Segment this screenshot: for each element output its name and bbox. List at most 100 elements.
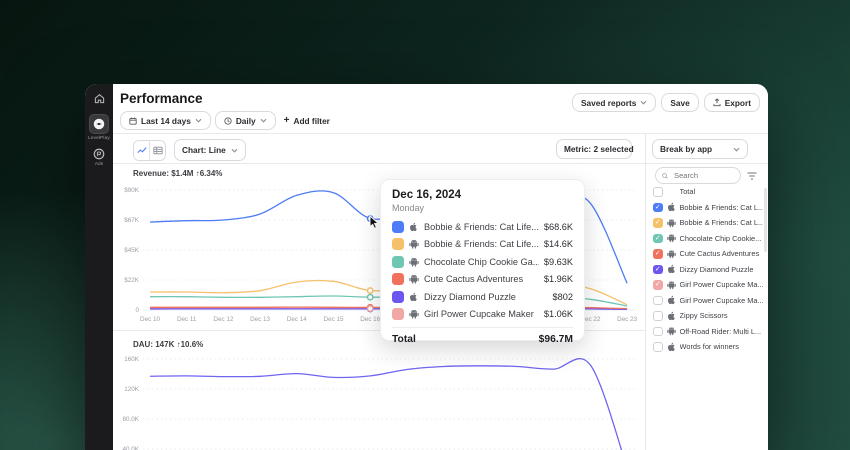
panel-divider [645, 133, 646, 450]
app-list-item[interactable]: ✓ Cute Cactus Adventures [653, 246, 763, 262]
app-list-item[interactable]: Words for winners [653, 339, 763, 355]
main-content: Performance Saved reports Save Export La… [113, 84, 768, 450]
app-checkbox[interactable]: ✓ [653, 234, 663, 244]
app-checkbox[interactable] [653, 311, 663, 321]
tooltip-row: Bobbie & Friends: Cat Life...$14.6K [392, 236, 573, 254]
app-label: Chocolate Chip Cookie... [680, 234, 762, 243]
series-color-swatch [392, 273, 404, 285]
app-window: LevelPlay Ads Performance Saved reports … [85, 84, 768, 450]
filter-icon[interactable] [747, 172, 757, 180]
tooltip-app-name: Bobbie & Friends: Cat Life... [424, 239, 539, 249]
chart-controls: Chart: Line [133, 139, 246, 161]
app-list-item[interactable]: ✓ Dizzy Diamond Puzzle [653, 262, 763, 278]
apple-icon [667, 265, 676, 274]
no-icon [667, 187, 676, 196]
saved-reports-button[interactable]: Saved reports [572, 93, 656, 112]
svg-text:Dec 14: Dec 14 [287, 316, 307, 323]
svg-text:160K: 160K [124, 356, 140, 363]
app-label: Off-Road Rider: Multi L... [680, 327, 762, 336]
levelplay-icon [89, 114, 109, 134]
export-icon [713, 98, 721, 107]
tooltip-rows: Bobbie & Friends: Cat Life...$68.6KBobbi… [392, 218, 573, 323]
table-view-button[interactable] [149, 141, 165, 160]
app-label: Bobbie & Friends: Cat L... [680, 203, 764, 212]
tooltip-app-name: Bobbie & Friends: Cat Life... [424, 222, 539, 232]
app-checkbox[interactable] [653, 296, 663, 306]
sidebar-item-ads[interactable]: Ads [93, 148, 105, 167]
app-label: Bobbie & Friends: Cat L... [680, 218, 764, 227]
app-checkbox[interactable]: ✓ [653, 249, 663, 259]
date-range-dropdown[interactable]: Last 14 days [120, 111, 211, 130]
dau-chart[interactable]: 160K120K80.0K40.0K [113, 352, 645, 450]
panel-scrollbar[interactable] [764, 188, 767, 252]
app-checkbox[interactable] [653, 187, 663, 197]
tooltip-total-value: $96.7M [539, 334, 573, 345]
apple-icon [667, 296, 676, 305]
svg-text:Dec 13: Dec 13 [250, 316, 270, 323]
app-list-item[interactable]: Off-Road Rider: Multi L... [653, 324, 763, 340]
tooltip-app-value: $9.63K [544, 257, 573, 267]
app-breakdown-list: Total ✓ Bobbie & Friends: Cat L... ✓ Bobbie … [653, 184, 763, 355]
app-checkbox[interactable]: ✓ [653, 280, 663, 290]
save-button[interactable]: Save [661, 93, 698, 112]
sidebar-item-levelplay[interactable]: LevelPlay [88, 114, 110, 141]
app-checkbox[interactable] [653, 342, 663, 352]
android-icon [409, 309, 419, 319]
app-label: Dizzy Diamond Puzzle [680, 265, 754, 274]
app-label: Cute Cactus Adventures [680, 249, 760, 258]
svg-text:80.0K: 80.0K [123, 416, 140, 423]
app-list-item[interactable]: ✓ Chocolate Chip Cookie... [653, 231, 763, 247]
add-filter-button[interactable]: + Add filter [280, 112, 334, 129]
app-list-item[interactable]: Girl Power Cupcake Ma... [653, 293, 763, 309]
apple-icon [667, 203, 676, 212]
apple-icon [409, 292, 419, 302]
section-divider [113, 133, 768, 134]
app-checkbox[interactable] [653, 327, 663, 337]
apple-icon [409, 222, 419, 232]
export-button[interactable]: Export [704, 93, 760, 112]
export-label: Export [725, 98, 751, 108]
sidebar-item-home[interactable] [94, 93, 105, 104]
line-view-button[interactable] [134, 141, 149, 160]
tooltip-row: Cute Cactus Adventures$1.96K [392, 271, 573, 289]
svg-text:Dec 10: Dec 10 [140, 316, 160, 323]
app-list-item[interactable]: Total [653, 184, 763, 200]
app-checkbox[interactable]: ✓ [653, 218, 663, 228]
metric-dropdown[interactable]: Metric: 2 selected [556, 139, 632, 159]
dau-chart-title: DAU: 147K ↑10.6% [133, 340, 203, 349]
svg-text:Dec 12: Dec 12 [213, 316, 233, 323]
app-list-item[interactable]: ✓Girl Power Cupcake Ma... [653, 277, 763, 293]
break-by-dropdown[interactable]: Break by app [652, 139, 748, 159]
tooltip-total-label: Total [392, 334, 416, 345]
add-filter-label: Add filter [294, 116, 330, 126]
chart-tooltip: Dec 16, 2024 Monday Bobbie & Friends: Ca… [380, 179, 585, 341]
search-input[interactable] [672, 170, 734, 181]
svg-text:Dec 23: Dec 23 [617, 316, 637, 323]
chevron-down-icon [640, 100, 647, 105]
search-icon [662, 172, 668, 180]
app-label: Words for winners [680, 342, 739, 351]
app-list-item[interactable]: Zippy Scissors [653, 308, 763, 324]
series-color-swatch [392, 308, 404, 320]
header-actions: Saved reports Save Export [572, 93, 760, 112]
android-icon [667, 234, 676, 243]
date-range-label: Last 14 days [141, 116, 191, 126]
svg-text:$90K: $90K [124, 187, 140, 194]
granularity-dropdown[interactable]: Daily [215, 111, 276, 130]
series-color-swatch [392, 221, 404, 233]
chevron-down-icon [260, 118, 267, 123]
app-list-item[interactable]: ✓ Bobbie & Friends: Cat L... [653, 200, 763, 216]
tooltip-app-value: $802 [553, 292, 573, 302]
app-checkbox[interactable]: ✓ [653, 265, 663, 275]
app-checkbox[interactable]: ✓ [653, 203, 663, 213]
svg-text:$22K: $22K [124, 277, 140, 284]
plus-icon: + [284, 115, 290, 126]
tooltip-day: Monday [392, 203, 573, 213]
chart-type-dropdown[interactable]: Chart: Line [174, 139, 246, 161]
app-list-item[interactable]: ✓ Bobbie & Friends: Cat L... [653, 215, 763, 231]
saved-reports-label: Saved reports [581, 98, 636, 108]
clock-icon [224, 117, 232, 125]
series-color-swatch [392, 256, 404, 268]
android-icon [667, 327, 676, 336]
tooltip-row: Bobbie & Friends: Cat Life...$68.6K [392, 218, 573, 236]
